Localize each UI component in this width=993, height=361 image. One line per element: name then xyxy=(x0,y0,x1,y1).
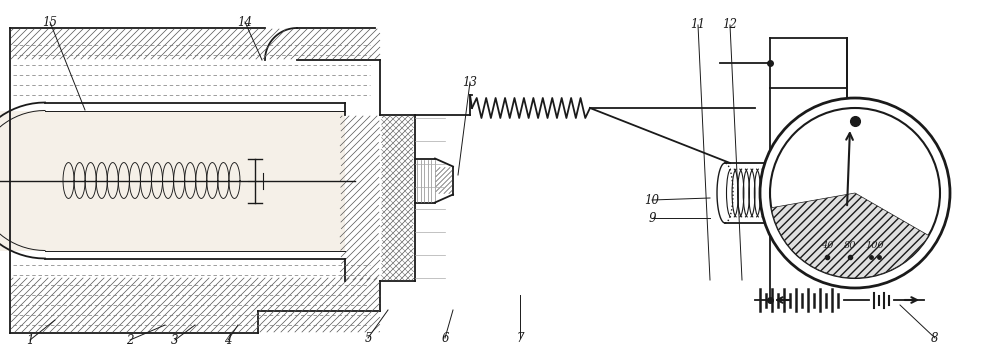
Text: 8: 8 xyxy=(931,331,938,344)
Circle shape xyxy=(760,98,950,288)
Text: 9: 9 xyxy=(648,212,655,225)
Text: 100: 100 xyxy=(866,240,885,249)
Polygon shape xyxy=(0,110,45,251)
Text: 6: 6 xyxy=(441,331,449,344)
Text: 7: 7 xyxy=(516,331,523,344)
Text: 14: 14 xyxy=(237,16,252,29)
Text: 2: 2 xyxy=(126,334,134,347)
Text: 11: 11 xyxy=(690,18,705,31)
Text: 5: 5 xyxy=(364,331,371,344)
Text: 13: 13 xyxy=(463,75,478,88)
Text: 3: 3 xyxy=(171,334,179,347)
Bar xyxy=(380,115,415,281)
Text: 4: 4 xyxy=(224,334,231,347)
Text: 15: 15 xyxy=(43,16,58,29)
Polygon shape xyxy=(772,193,928,278)
Text: 12: 12 xyxy=(723,18,738,31)
Circle shape xyxy=(770,108,940,278)
Text: 1: 1 xyxy=(26,334,34,347)
Text: 80: 80 xyxy=(844,240,856,249)
Text: 40: 40 xyxy=(821,240,833,249)
Text: 10: 10 xyxy=(644,193,659,206)
Bar xyxy=(0,110,345,251)
